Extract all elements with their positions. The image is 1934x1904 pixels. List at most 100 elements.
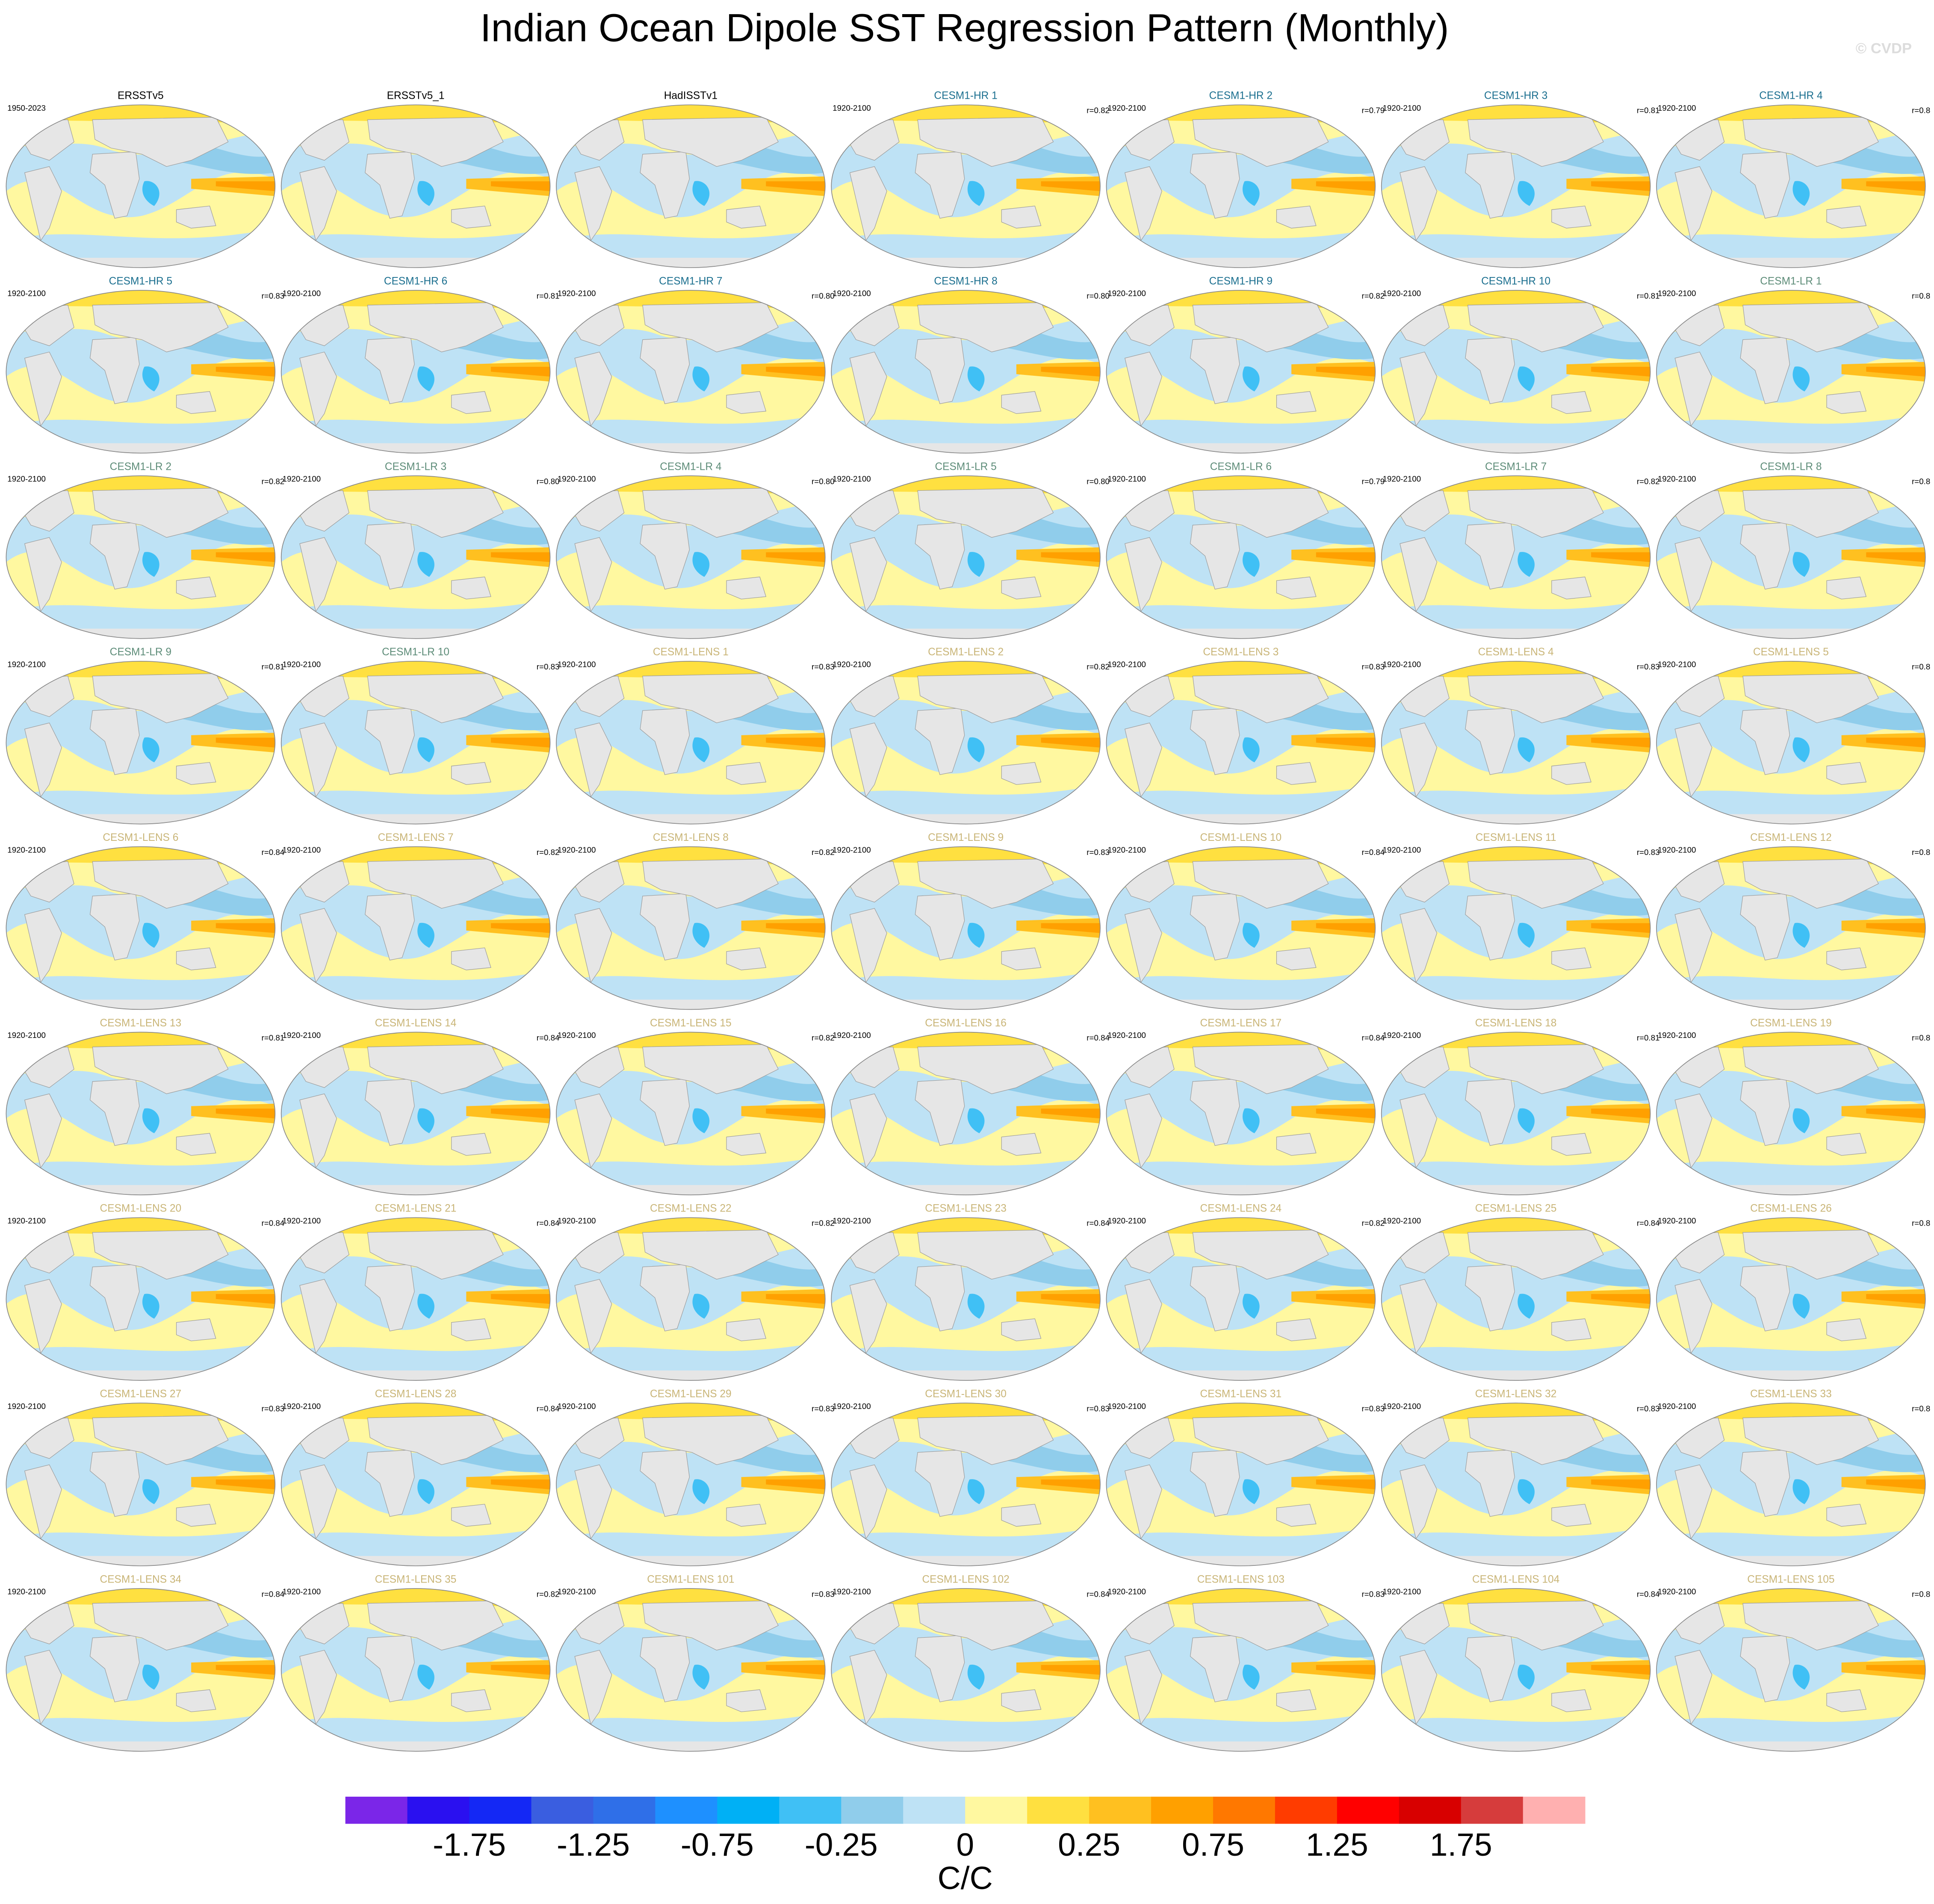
map (6, 661, 275, 824)
colorbar-box (407, 1796, 470, 1824)
panel-title: CESM1-LR 2 (110, 461, 171, 472)
r-label: r=0.83 (1362, 1404, 1385, 1413)
colorbar-tick-label: -0.75 (681, 1827, 754, 1863)
period-label: 1920-2100 (7, 660, 46, 669)
r-label: r=0.84 (1362, 848, 1385, 857)
r-label: r=0.81 (262, 662, 285, 671)
panel-title: CESM1-LENS 12 (1750, 832, 1832, 843)
panel-title: CESM1-LENS 34 (100, 1574, 182, 1585)
period-label: 1920-2100 (1658, 845, 1696, 854)
panel-title: CESM1-LENS 33 (1750, 1388, 1832, 1400)
watermark: © CVDP (1856, 41, 1912, 57)
r-label: r=0.82 (812, 1033, 835, 1042)
panel-title: CESM1-LR 8 (1760, 461, 1822, 472)
r-label: r=0.83 (1087, 848, 1110, 857)
map (6, 1403, 275, 1566)
period-label: 1920-2100 (7, 475, 46, 483)
period-label: 1920-2100 (1107, 289, 1146, 298)
period-label: 1920-2100 (1658, 1216, 1696, 1225)
panel-title: CESM1-LENS 18 (1475, 1017, 1557, 1029)
r-label: r=0.82 (1087, 662, 1110, 671)
colorbar-box (1461, 1796, 1524, 1824)
period-label: 1920-2100 (1383, 1216, 1421, 1225)
panel-title: CESM1-HR 7 (659, 275, 722, 287)
period-label: 1920-2100 (1383, 1031, 1421, 1040)
period-label: 1920-2100 (1383, 845, 1421, 854)
map (831, 661, 1100, 824)
colorbar-box (1089, 1796, 1152, 1824)
panel-title: CESM1-LENS 17 (1200, 1017, 1282, 1029)
period-label: 1920-2100 (7, 1031, 46, 1040)
map (556, 1403, 825, 1566)
map (1106, 1217, 1375, 1380)
period-label: 1920-2100 (1383, 1402, 1421, 1411)
panel-title: CESM1-LENS 26 (1750, 1203, 1832, 1214)
panel-title: CESM1-LENS 103 (1197, 1574, 1284, 1585)
period-label: 1920-2100 (1107, 103, 1146, 112)
panel-title: CESM1-HR 5 (109, 275, 172, 287)
period-label: 1920-2100 (283, 1402, 321, 1411)
r-label: r=0.83 (1362, 1589, 1385, 1598)
map (831, 105, 1100, 268)
r-label: r=0.80 (812, 292, 835, 301)
map (831, 1589, 1100, 1751)
panel-title: CESM1-HR 1 (934, 90, 997, 102)
r-label: r=0.84 (1362, 1033, 1385, 1042)
panel-title: CESM1-LR 4 (660, 461, 721, 472)
panel-title: CESM1-LENS 15 (650, 1017, 732, 1029)
map (556, 1589, 825, 1751)
colorbar-label: C/C (938, 1860, 993, 1896)
period-label: 1920-2100 (833, 660, 871, 669)
panel-title: CESM1-LENS 31 (1200, 1388, 1282, 1400)
r-label: r=0.82 (262, 477, 285, 486)
map (556, 661, 825, 824)
r-label: r=0.80 (812, 477, 835, 486)
r-label: r=0.8 (1912, 106, 1930, 115)
map (1382, 847, 1651, 1010)
period-label: 1920-2100 (283, 1031, 321, 1040)
panel-title: CESM1-HR 9 (1209, 275, 1273, 287)
period-label: 1920-2100 (7, 1587, 46, 1596)
map (831, 847, 1100, 1010)
map (1656, 476, 1925, 639)
panel-title: CESM1-LENS 10 (1200, 832, 1282, 843)
period-label: 1920-2100 (7, 845, 46, 854)
r-label: r=0.82 (812, 1219, 835, 1228)
r-label: r=0.83 (1362, 662, 1385, 671)
period-label: 1920-2100 (1107, 1216, 1146, 1225)
map (6, 290, 275, 453)
period-label: 1920-2100 (833, 845, 871, 854)
r-label: r=0.8 (1912, 848, 1930, 857)
r-label: r=0.8 (1912, 1219, 1930, 1228)
colorbar-box (1337, 1796, 1400, 1824)
map (6, 476, 275, 639)
map (281, 1032, 550, 1195)
panel-title: CESM1-LENS 16 (925, 1017, 1007, 1029)
colorbar-box (593, 1796, 656, 1824)
period-label: 1920-2100 (558, 475, 596, 483)
r-label: r=0.83 (1637, 848, 1660, 857)
map (6, 1217, 275, 1380)
period-label: 1950-2023 (7, 103, 46, 112)
r-label: r=0.83 (812, 662, 835, 671)
map (281, 1589, 550, 1751)
panel-title: CESM1-HR 2 (1209, 90, 1273, 102)
chart-title: Indian Ocean Dipole SST Regression Patte… (480, 6, 1449, 50)
panel-title: CESM1-LENS 5 (1753, 646, 1829, 658)
period-label: 1920-2100 (558, 289, 596, 298)
map (6, 1032, 275, 1195)
colorbar-box (345, 1796, 408, 1824)
map (281, 290, 550, 453)
period-label: 1920-2100 (558, 1402, 596, 1411)
r-label: r=0.84 (1087, 1219, 1110, 1228)
period-label: 1920-2100 (7, 1402, 46, 1411)
period-label: 1920-2100 (283, 475, 321, 483)
r-label: r=0.84 (262, 1589, 285, 1598)
map (556, 290, 825, 453)
map (281, 1217, 550, 1380)
panel-title: CESM1-LENS 105 (1747, 1574, 1834, 1585)
period-label: 1920-2100 (833, 1031, 871, 1040)
colorbar-tick-label: 1.25 (1306, 1827, 1368, 1863)
map (556, 1217, 825, 1380)
